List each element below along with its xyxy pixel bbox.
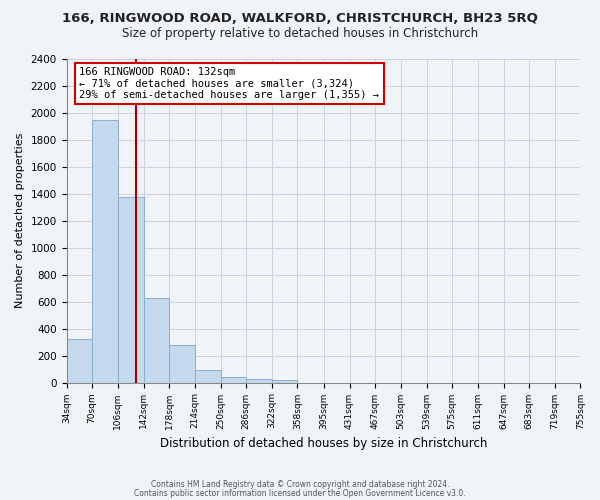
Y-axis label: Number of detached properties: Number of detached properties: [15, 133, 25, 308]
Bar: [221, 376, 246, 382]
Bar: [92, 120, 118, 382]
Bar: [246, 379, 272, 382]
Text: Contains HM Land Registry data © Crown copyright and database right 2024.: Contains HM Land Registry data © Crown c…: [151, 480, 449, 489]
Bar: [118, 197, 143, 382]
Text: 166 RINGWOOD ROAD: 132sqm
← 71% of detached houses are smaller (3,324)
29% of se: 166 RINGWOOD ROAD: 132sqm ← 71% of detac…: [79, 67, 379, 100]
Text: Size of property relative to detached houses in Christchurch: Size of property relative to detached ho…: [122, 28, 478, 40]
Bar: [195, 370, 221, 382]
Bar: [143, 298, 169, 382]
Text: Contains public sector information licensed under the Open Government Licence v3: Contains public sector information licen…: [134, 488, 466, 498]
Bar: [169, 345, 195, 383]
Text: 166, RINGWOOD ROAD, WALKFORD, CHRISTCHURCH, BH23 5RQ: 166, RINGWOOD ROAD, WALKFORD, CHRISTCHUR…: [62, 12, 538, 26]
X-axis label: Distribution of detached houses by size in Christchurch: Distribution of detached houses by size …: [160, 437, 487, 450]
Bar: [67, 340, 92, 382]
Bar: [272, 380, 298, 382]
